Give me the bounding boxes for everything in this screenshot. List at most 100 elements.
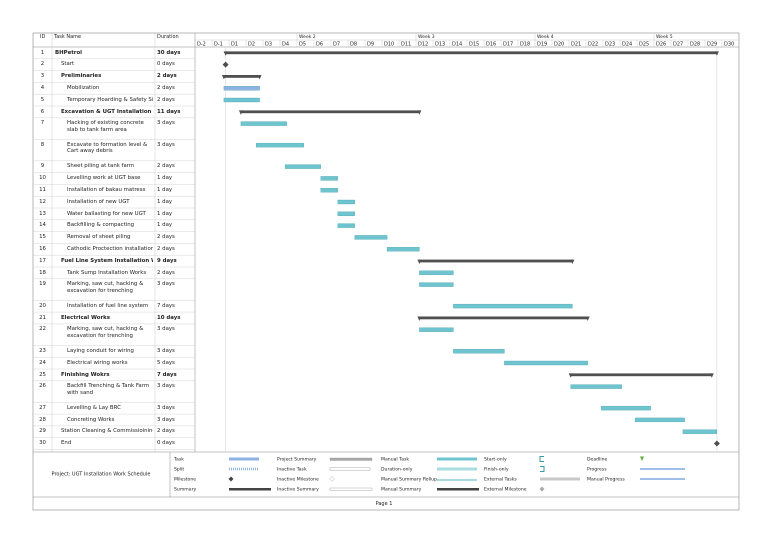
task-duration: 1 day <box>157 210 173 217</box>
legend-symbol <box>540 477 580 481</box>
task-id: 22 <box>39 326 46 333</box>
day-label: D22 <box>588 41 598 47</box>
task-duration: 9 days <box>157 257 177 264</box>
day-label: D11 <box>401 41 411 47</box>
task-bar <box>320 176 338 181</box>
task-duration: 7 days <box>157 302 175 309</box>
legend-label: Manual Summary Rollup <box>381 477 437 483</box>
task-name: Sheet piling at tank farm <box>67 163 135 170</box>
task-name: End <box>61 440 72 447</box>
legend-label: Manual Task <box>381 457 409 463</box>
task-id: 1 <box>40 49 45 56</box>
task-bar <box>682 429 718 434</box>
task-id: 5 <box>40 96 45 103</box>
task-name: Water ballasting for new UGT <box>67 210 146 217</box>
task-id: 24 <box>39 359 46 366</box>
legend-symbol <box>540 466 545 472</box>
task-name: Removal of sheet piling <box>67 234 131 241</box>
task-duration: 3 days <box>157 120 175 127</box>
task-duration: 3 days <box>157 141 175 148</box>
task-id: 7 <box>40 120 45 127</box>
task-bar <box>223 97 260 103</box>
task-id: 30 <box>39 440 46 447</box>
day-label: D16 <box>486 41 496 47</box>
day-label: D17 <box>503 41 513 47</box>
task-id: 4 <box>40 84 45 91</box>
task-id: 21 <box>39 314 46 321</box>
task-id: 10 <box>39 175 46 182</box>
day-label: D2 <box>248 41 255 47</box>
task-bar <box>337 223 355 228</box>
task-duration: 3 days <box>157 326 175 333</box>
summary-bar <box>419 316 588 320</box>
day-label: D4 <box>282 41 289 47</box>
summary-cap <box>417 259 422 264</box>
week-label: Week 2 <box>299 34 316 40</box>
legend-label: Task <box>173 457 184 463</box>
legend-label: Project Summary <box>277 457 317 463</box>
task-id: 23 <box>39 347 46 354</box>
task-name: Fuel Line System Installation Work <box>61 257 153 264</box>
day-label: D27 <box>673 41 683 47</box>
task-id: 15 <box>39 234 46 241</box>
legend-label: Deadline <box>587 457 608 463</box>
task-name: BHPetrol <box>55 49 83 56</box>
task-bar <box>354 235 388 240</box>
day-label: D-1 <box>214 41 223 47</box>
task-duration: 3 days <box>157 347 175 354</box>
task-bar <box>453 349 505 354</box>
legend-symbol <box>329 476 335 482</box>
summary-bar <box>223 75 260 78</box>
task-id: 14 <box>39 222 46 229</box>
legend-label: Progress <box>587 467 607 473</box>
day-label: D5 <box>299 41 306 47</box>
task-bar <box>320 188 338 193</box>
task-duration: 11 days <box>157 108 181 115</box>
task-name: Backfilling & compacting <box>67 222 135 229</box>
legend-label: Milestone <box>174 477 196 483</box>
task-id: 29 <box>39 428 46 435</box>
day-label: D7 <box>333 41 340 47</box>
summary-cap <box>585 316 590 321</box>
day-label: D25 <box>639 41 649 47</box>
task-duration: 30 days <box>157 49 181 56</box>
task-id: 6 <box>40 108 45 115</box>
task-name: Hacking of existing concrete slab to tan… <box>67 120 144 133</box>
milestone <box>713 440 720 447</box>
task-duration: 0 days <box>157 440 175 447</box>
summary-cap <box>709 373 714 378</box>
task-duration: 1 day <box>157 198 173 205</box>
legend-symbol <box>539 486 545 492</box>
task-duration: 2 days <box>157 428 175 435</box>
day-label: D3 <box>265 41 272 47</box>
task-bar <box>386 247 420 252</box>
task-name: Tank Sump Installation Works <box>67 269 147 276</box>
task-duration: 0 days <box>157 61 175 68</box>
legend-label: Finish-only <box>484 467 509 473</box>
day-label: D14 <box>452 41 462 47</box>
legend-label: External Tasks <box>484 477 517 483</box>
task-id: 27 <box>39 404 46 411</box>
legend-label: Duration-only <box>381 467 413 473</box>
task-name: Excavation & UGT Installation Wor <box>61 108 153 115</box>
task-bar <box>337 199 355 205</box>
day-label: D20 <box>554 41 564 47</box>
task-name: Levelling work at UGT base <box>67 175 141 182</box>
summary-cap <box>417 316 422 321</box>
legend-symbol <box>640 456 644 461</box>
task-duration: 7 days <box>157 371 177 378</box>
task-id: 2 <box>40 61 45 68</box>
day-label: D29 <box>707 41 717 47</box>
task-name: Marking, saw cut, hacking & excavation f… <box>67 326 144 339</box>
legend-symbol <box>437 457 477 461</box>
week-label: Week 5 <box>656 34 673 40</box>
task-duration: 10 days <box>157 314 181 321</box>
footer: Page 1 <box>376 501 393 507</box>
task-name: Installation of bakau matress <box>67 186 146 193</box>
legend-symbol <box>437 488 479 491</box>
day-label: D12 <box>418 41 428 47</box>
summary-cap <box>257 75 262 80</box>
summary-cap <box>568 373 573 378</box>
legend-symbol <box>329 467 371 471</box>
task-name: Excavate to formation level & Cart away … <box>67 141 148 155</box>
